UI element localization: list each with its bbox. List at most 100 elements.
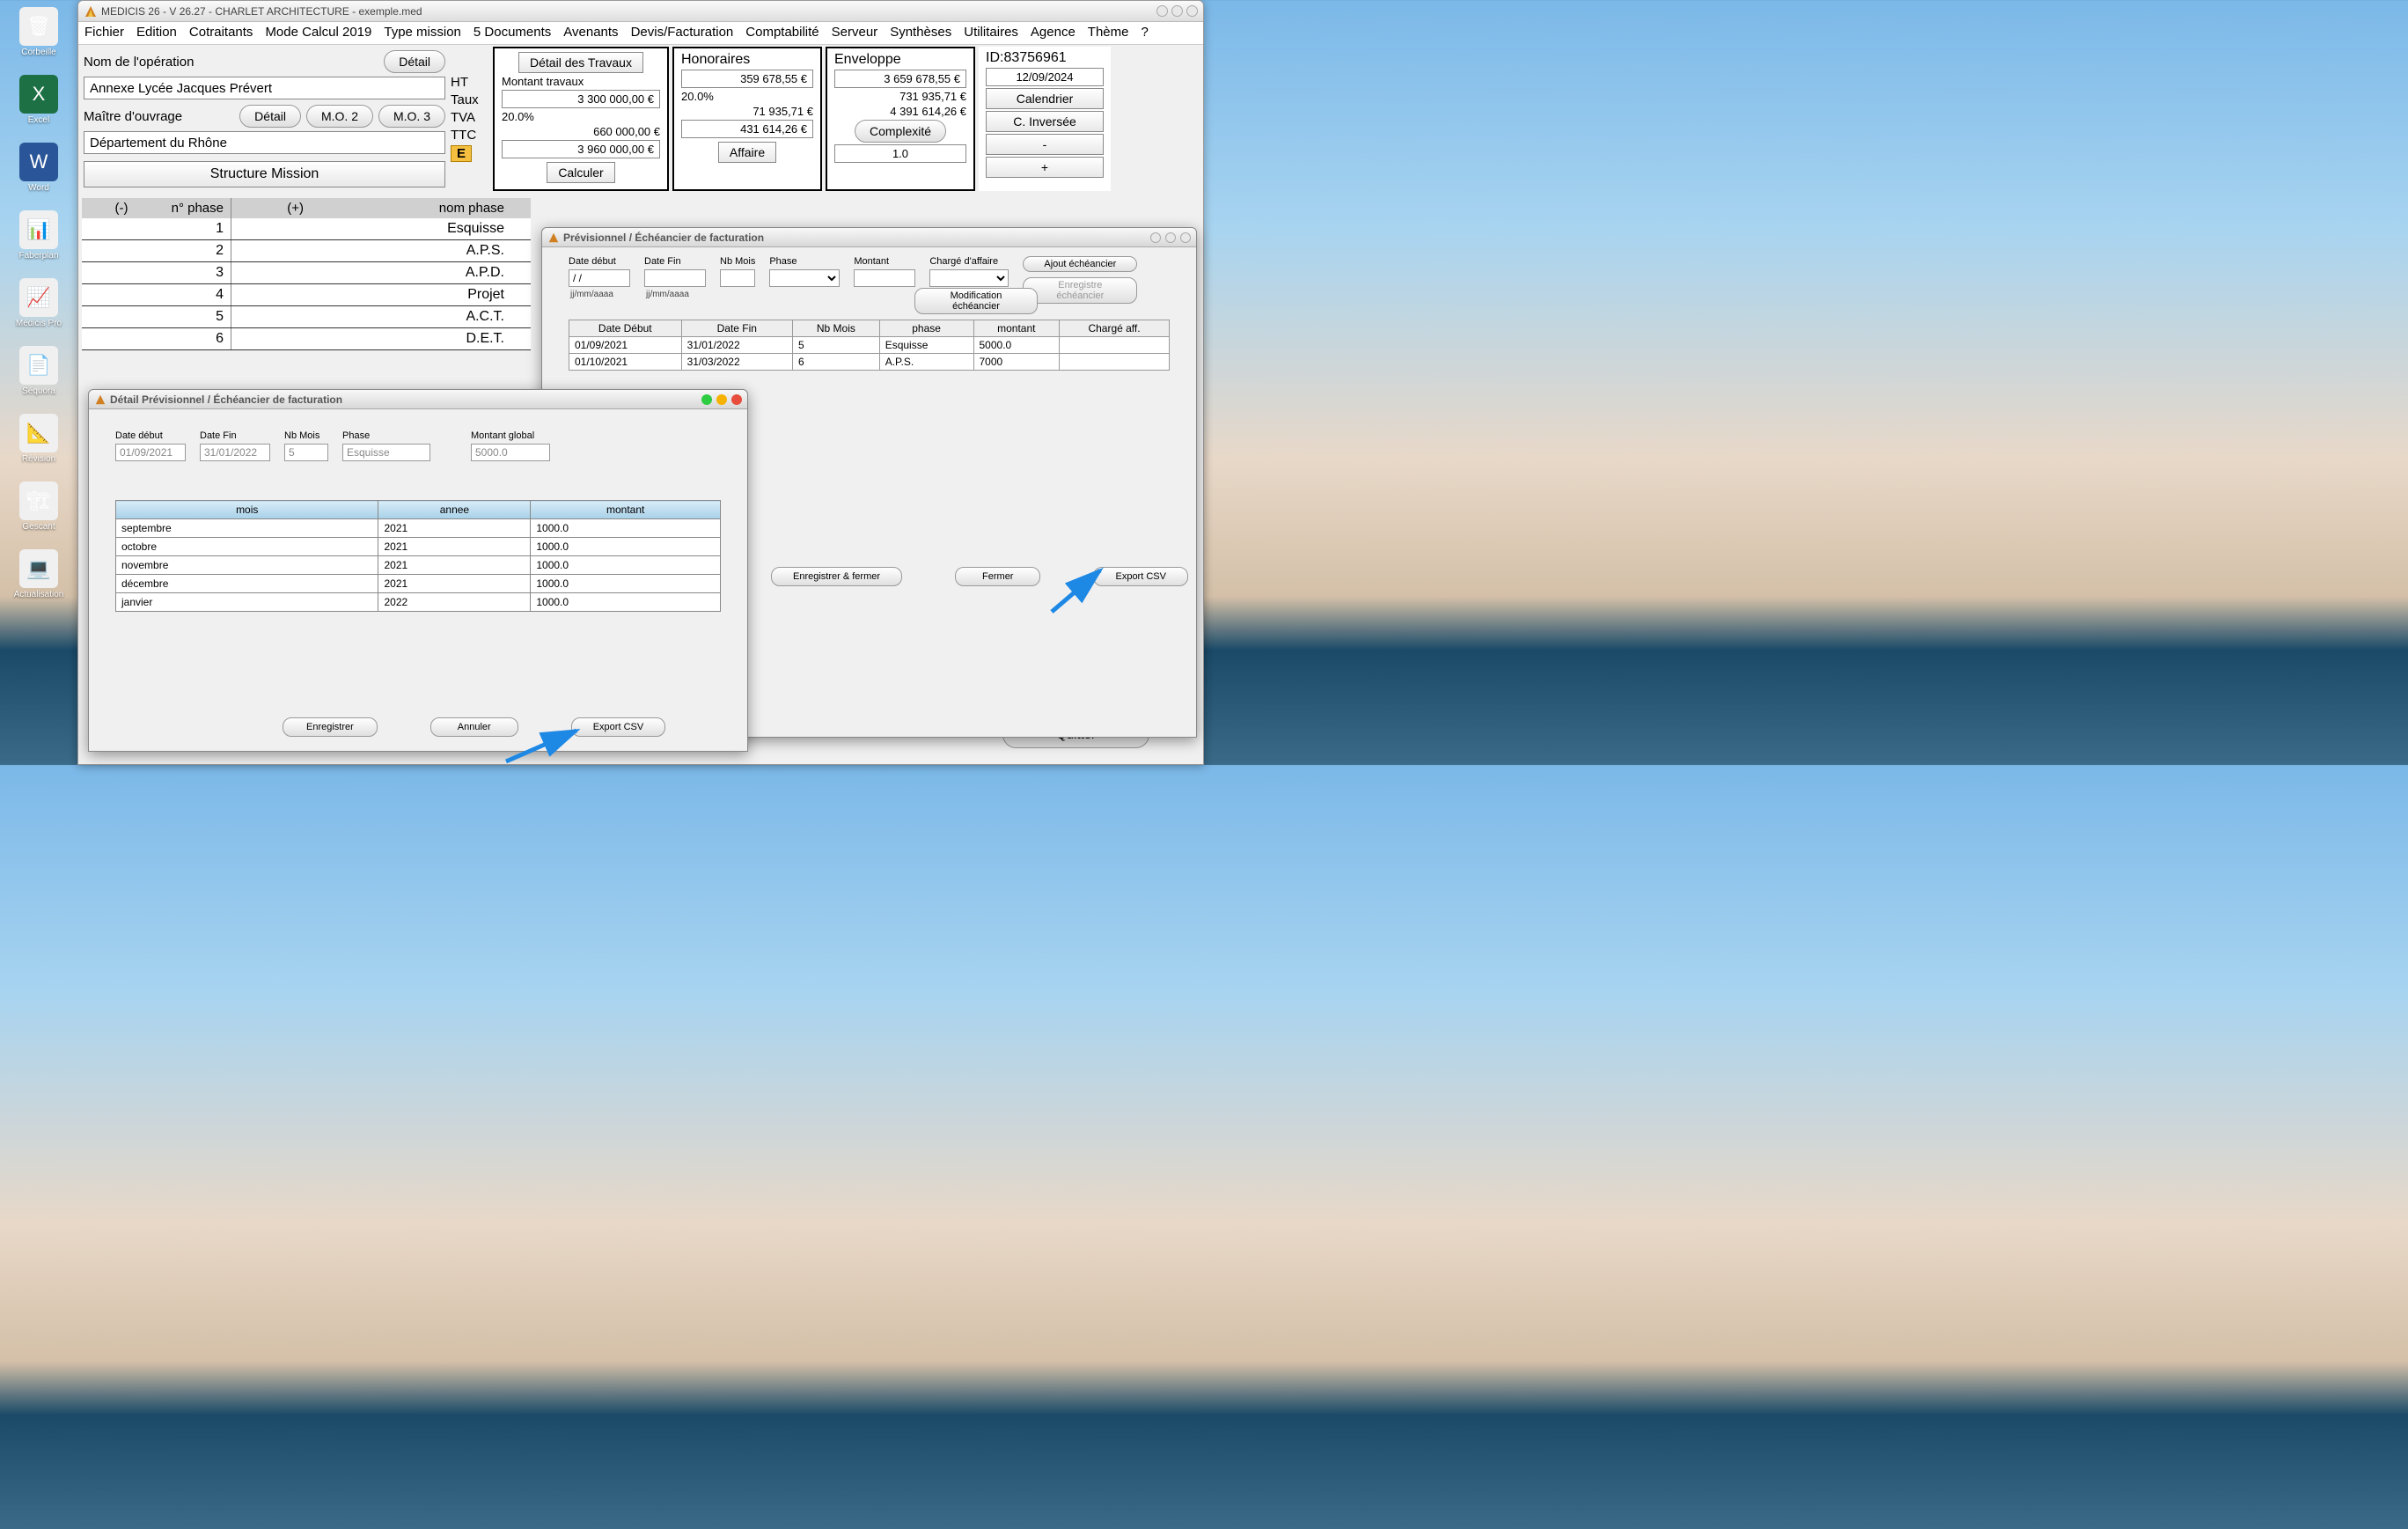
phase-row[interactable]: 3A.P.D. bbox=[82, 262, 531, 284]
phases-h-minus[interactable]: (-) bbox=[82, 198, 161, 218]
d-fin-input bbox=[200, 444, 270, 461]
d-fin-label: Date Fin bbox=[200, 430, 270, 441]
d-enregistrer-button[interactable]: Enregistrer bbox=[283, 717, 378, 737]
modif-echeancier-button[interactable]: Modification échéancier bbox=[914, 288, 1038, 314]
detail-table: moisanneemontant septembre20211000.0octo… bbox=[115, 500, 721, 612]
detail-row[interactable]: novembre20211000.0 bbox=[116, 556, 721, 575]
phases-h-plus[interactable]: (+) bbox=[231, 198, 311, 218]
prev-fin-input[interactable] bbox=[644, 269, 706, 287]
right-box: ID:83756961 12/09/2024 Calendrier C. Inv… bbox=[979, 47, 1111, 191]
detail-th: mois bbox=[116, 501, 378, 519]
calendrier-button[interactable]: Calendrier bbox=[986, 88, 1104, 109]
menu-fichier[interactable]: Fichier bbox=[78, 22, 130, 44]
detail-row[interactable]: octobre20211000.0 bbox=[116, 538, 721, 556]
ht-label: HT bbox=[451, 75, 489, 90]
detail-window-controls[interactable] bbox=[701, 394, 742, 405]
env-v3: 4 391 614,26 € bbox=[834, 105, 966, 118]
prev-fin-label: Date Fin bbox=[644, 256, 706, 267]
menu-cotraitants[interactable]: Cotraitants bbox=[183, 22, 260, 44]
affaire-button[interactable]: Affaire bbox=[718, 142, 776, 163]
travaux-taux: 20.0% bbox=[502, 110, 660, 123]
menu-edition[interactable]: Edition bbox=[130, 22, 183, 44]
d-annuler-button[interactable]: Annuler bbox=[430, 717, 518, 737]
honoraires-title: Honoraires bbox=[681, 52, 813, 68]
prev-export-csv-button[interactable]: Export CSV bbox=[1093, 567, 1187, 586]
prev-nb-label: Nb Mois bbox=[720, 256, 755, 267]
menu-thme[interactable]: Thème bbox=[1082, 22, 1135, 44]
desktop-icon-word[interactable]: WWord bbox=[19, 143, 58, 193]
e-badge[interactable]: E bbox=[451, 145, 472, 162]
phase-row[interactable]: 6D.E.T. bbox=[82, 328, 531, 350]
menu-agence[interactable]: Agence bbox=[1024, 22, 1082, 44]
menu-synthses[interactable]: Synthèses bbox=[884, 22, 958, 44]
menu-5documents[interactable]: 5 Documents bbox=[467, 22, 557, 44]
prev-th: Date Fin bbox=[681, 320, 792, 337]
date-field[interactable]: 12/09/2024 bbox=[986, 68, 1104, 86]
cinversee-button[interactable]: C. Inversée bbox=[986, 111, 1104, 132]
menu-modecalcul2019[interactable]: Mode Calcul 2019 bbox=[259, 22, 378, 44]
menu-utilitaires[interactable]: Utilitaires bbox=[958, 22, 1024, 44]
fermer-button[interactable]: Fermer bbox=[955, 567, 1040, 586]
hon-v3: 431 614,26 € bbox=[681, 120, 813, 138]
detail-button[interactable]: Détail bbox=[384, 50, 445, 73]
hon-pct: 20.0% bbox=[681, 90, 813, 103]
desktop-icon-révision[interactable]: 📐Révision bbox=[19, 414, 58, 464]
detail-row[interactable]: janvier20221000.0 bbox=[116, 593, 721, 612]
env-v2: 731 935,71 € bbox=[834, 90, 966, 103]
prev-window-controls[interactable] bbox=[1150, 232, 1191, 243]
prev-phase-select[interactable] bbox=[769, 269, 840, 287]
op-name-input[interactable] bbox=[84, 77, 445, 99]
mo-name-input[interactable] bbox=[84, 131, 445, 154]
complexite-button[interactable]: Complexité bbox=[855, 120, 946, 143]
detail-window: Détail Prévisionnel / Échéancier de fact… bbox=[88, 389, 748, 752]
plus-button[interactable]: + bbox=[986, 157, 1104, 178]
d-debut-label: Date début bbox=[115, 430, 186, 441]
phase-row[interactable]: 5A.C.T. bbox=[82, 306, 531, 328]
window-controls[interactable] bbox=[1156, 5, 1198, 17]
detail-row[interactable]: décembre20211000.0 bbox=[116, 575, 721, 593]
desktop-icon-faberplan[interactable]: 📊Faberplan bbox=[18, 210, 58, 261]
desktop-icon-actualisation[interactable]: 💻Actualisation bbox=[14, 549, 64, 599]
env-title: Enveloppe bbox=[834, 52, 966, 68]
structure-mission-button[interactable]: Structure Mission bbox=[84, 161, 445, 187]
ajout-echeancier-button[interactable]: Ajout échéancier bbox=[1023, 256, 1137, 272]
desktop-icon-gescant[interactable]: 🏗Gescant bbox=[19, 481, 58, 532]
phase-row[interactable]: 4Projet bbox=[82, 284, 531, 306]
prev-montant-input[interactable] bbox=[854, 269, 915, 287]
menu-typemission[interactable]: Type mission bbox=[378, 22, 467, 44]
detail-th: annee bbox=[378, 501, 531, 519]
desktop-icon-médicis pro[interactable]: 📈Médicis Pro bbox=[16, 278, 62, 328]
prev-debut-label: Date début bbox=[569, 256, 630, 267]
menu-serveur[interactable]: Serveur bbox=[826, 22, 885, 44]
detail-row[interactable]: septembre20211000.0 bbox=[116, 519, 721, 538]
mo-detail-button[interactable]: Détail bbox=[239, 105, 301, 128]
menu-avenants[interactable]: Avenants bbox=[557, 22, 624, 44]
d-export-csv-button[interactable]: Export CSV bbox=[571, 717, 665, 737]
prev-charge-select[interactable] bbox=[929, 269, 1009, 287]
montant-travaux: 3 300 000,00 € bbox=[502, 90, 660, 108]
phase-row[interactable]: 2A.P.S. bbox=[82, 240, 531, 262]
menu-comptabilit[interactable]: Comptabilité bbox=[739, 22, 825, 44]
prev-debut-input[interactable] bbox=[569, 269, 630, 287]
left-panel: Nom de l'opération Détail Maître d'ouvra… bbox=[82, 47, 447, 191]
menu-devisfacturation[interactable]: Devis/Facturation bbox=[625, 22, 740, 44]
mo2-button[interactable]: M.O. 2 bbox=[306, 105, 373, 128]
prev-row[interactable]: 01/10/202131/03/20226A.P.S.7000 bbox=[569, 354, 1170, 371]
prev-phase-label: Phase bbox=[769, 256, 840, 267]
minus-button[interactable]: - bbox=[986, 134, 1104, 155]
prev-th: Chargé aff. bbox=[1060, 320, 1170, 337]
calculer-button[interactable]: Calculer bbox=[547, 162, 614, 183]
menu-[interactable]: ? bbox=[1134, 22, 1154, 44]
desktop-icon-séquora[interactable]: 📄Séquora bbox=[19, 346, 58, 396]
prev-nb-input[interactable] bbox=[720, 269, 755, 287]
phase-row[interactable]: 1Esquisse bbox=[82, 218, 531, 240]
op-label: Nom de l'opération bbox=[84, 55, 194, 70]
detail-travaux-button[interactable]: Détail des Travaux bbox=[518, 52, 643, 73]
enr-fermer-button[interactable]: Enregistrer & fermer bbox=[771, 567, 902, 586]
prev-row[interactable]: 01/09/202131/01/20225Esquisse5000.0 bbox=[569, 337, 1170, 354]
menubar: FichierEditionCotraitantsMode Calcul 201… bbox=[78, 22, 1203, 45]
desktop-icon-excel[interactable]: XExcel bbox=[19, 75, 58, 125]
desktop-icon-corbeille[interactable]: 🗑Corbeille bbox=[19, 7, 58, 57]
mo3-button[interactable]: M.O. 3 bbox=[378, 105, 445, 128]
prev-th: montant bbox=[973, 320, 1060, 337]
